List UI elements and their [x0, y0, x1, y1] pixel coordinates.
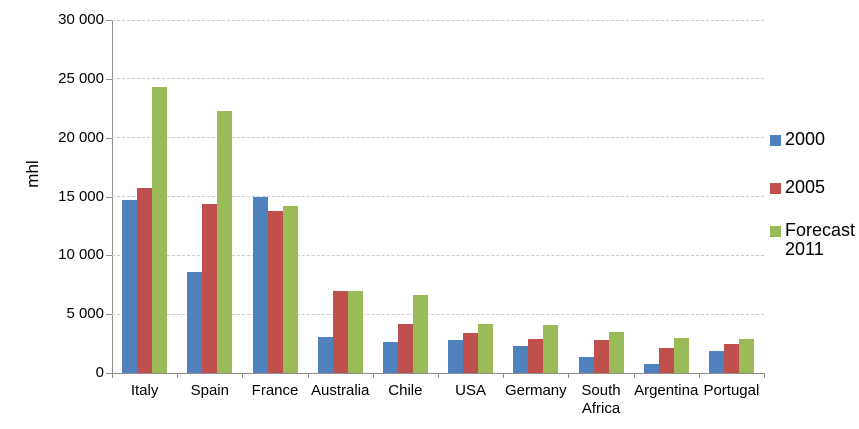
y-axis-label-30000: 30 000	[58, 11, 104, 28]
x-axis-label-usa: USA	[455, 382, 487, 399]
x-axis-tick-8	[633, 374, 635, 378]
bar-france-2005	[267, 210, 283, 373]
legend-item-forecast-2011: Forecast 2011	[770, 221, 857, 259]
y-axis-label-20000: 20 000	[58, 128, 104, 146]
bar-australia-2005	[332, 290, 348, 373]
plot-area	[112, 20, 765, 374]
bar-south-africa-forecast-2011	[608, 331, 624, 373]
legend-swatch-forecast-2011	[770, 226, 781, 237]
bar-italy-2000	[122, 200, 138, 373]
x-axis-tick-10	[764, 374, 765, 378]
y-axis-tick-0	[106, 373, 112, 374]
y-axis-tick-30000	[106, 20, 112, 21]
bar-germany-forecast-2011	[543, 324, 559, 373]
bar-germany-2000	[513, 345, 529, 373]
y-axis-tick-10000	[106, 255, 112, 256]
bar-usa-2005	[463, 332, 479, 373]
bar-germany-2005	[528, 338, 544, 373]
gridline-15000	[112, 196, 764, 197]
bar-south-africa-2000	[578, 356, 594, 373]
bar-argentina-2000	[643, 363, 659, 373]
x-axis-label-spain: Spain	[190, 382, 229, 399]
y-axis-tick-15000	[106, 197, 112, 198]
y-axis-tick-25000	[106, 79, 112, 80]
gridline-10000	[112, 254, 764, 256]
x-axis-tick-2	[242, 374, 244, 378]
x-axis-tick-7	[568, 374, 570, 378]
bar-usa-2000	[448, 340, 464, 373]
legend-item-2000: 2000	[770, 130, 857, 149]
x-axis-label-portugal: Portugal	[703, 382, 760, 399]
y-axis-tick-5000	[106, 314, 112, 315]
x-axis-label-chile: Chile	[388, 382, 423, 399]
x-axis-tick-9	[698, 374, 700, 378]
x-axis-label-france: France	[251, 382, 299, 399]
x-axis-label-germany: Germany	[504, 382, 567, 399]
legend-swatch-2005	[770, 183, 781, 194]
legend: 2000 2005 Forecast 2011	[770, 0, 859, 429]
y-axis-label-5000: 5 000	[66, 305, 104, 323]
x-axis-label-australia: Australia	[311, 382, 370, 399]
gridline-25000	[112, 78, 764, 80]
bar-australia-forecast-2011	[347, 290, 363, 373]
legend-label-forecast-2011: Forecast 2011	[785, 220, 856, 259]
x-axis-tick-0	[112, 374, 113, 378]
bar-argentina-forecast-2011	[673, 337, 689, 373]
bar-argentina-2005	[658, 348, 674, 373]
y-axis-label-25000: 25 000	[58, 69, 104, 87]
x-axis-tick-4	[372, 374, 374, 378]
x-axis-label-italy: Italy	[130, 382, 159, 399]
x-axis-tick-6	[503, 374, 505, 378]
bar-france-forecast-2011	[282, 205, 298, 373]
y-axis-label-0: 0	[95, 364, 104, 381]
y-axis-tick-20000	[106, 138, 112, 139]
legend-label-2000: 2000	[785, 129, 826, 149]
x-axis-tick-1	[177, 374, 179, 378]
bar-italy-forecast-2011	[152, 87, 168, 373]
legend-item-2005: 2005	[770, 178, 857, 197]
legend-swatch-2000	[770, 135, 781, 146]
bar-portugal-2005	[723, 343, 739, 373]
y-axis-label-10000: 10 000	[58, 246, 104, 264]
bar-portugal-forecast-2011	[738, 338, 754, 373]
bar-spain-2005	[202, 203, 218, 373]
bar-south-africa-2005	[593, 340, 609, 373]
gridline-20000	[112, 137, 764, 139]
bar-australia-2000	[317, 336, 333, 373]
x-axis-tick-5	[438, 374, 439, 378]
bar-chile-2000	[382, 342, 398, 373]
gridline-5000	[112, 313, 764, 315]
bar-spain-2000	[187, 271, 203, 373]
bar-italy-2005	[137, 188, 153, 373]
legend-label-2005: 2005	[785, 177, 826, 197]
x-axis-label-argentina: Argentina	[634, 382, 699, 399]
bar-portugal-2000	[708, 350, 724, 373]
x-axis-label-south-africa: South Africa	[581, 382, 621, 417]
gridline-30000	[112, 19, 764, 21]
bar-france-2000	[252, 196, 268, 373]
bar-usa-forecast-2011	[478, 323, 494, 373]
bar-spain-forecast-2011	[217, 110, 233, 373]
y-axis-label-15000: 15 000	[58, 187, 104, 205]
bar-chile-forecast-2011	[412, 295, 428, 373]
bar-chile-2005	[397, 323, 413, 373]
x-axis-tick-3	[307, 374, 309, 378]
